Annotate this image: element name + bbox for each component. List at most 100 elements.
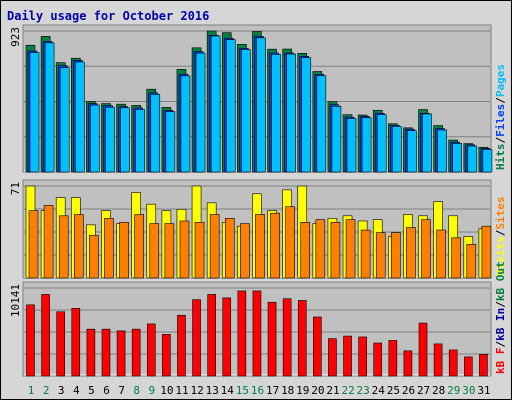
bar-sites xyxy=(360,229,371,279)
bar-pages xyxy=(422,113,432,173)
day-label: 16 xyxy=(251,384,264,397)
legend-visits-sites: Visits/Sites xyxy=(494,197,507,277)
bar-pages xyxy=(271,54,281,173)
bar-pages xyxy=(135,109,145,173)
bar-pages xyxy=(346,118,357,173)
day-label: 31 xyxy=(477,384,490,397)
bar-sites xyxy=(164,223,175,279)
day-label: 25 xyxy=(387,384,400,397)
bar-sites xyxy=(466,244,477,279)
bar-kb-f xyxy=(297,300,307,377)
bar-pages xyxy=(225,39,236,173)
bar-pages xyxy=(74,61,85,173)
bar-pages xyxy=(180,75,191,173)
legend-part: / xyxy=(494,137,507,144)
bar-pages xyxy=(467,145,478,173)
bar-sites xyxy=(28,210,39,279)
bar-kb-f xyxy=(418,322,428,377)
day-label: 28 xyxy=(432,384,445,397)
legend-part: kB Out xyxy=(494,261,507,301)
bar-pages xyxy=(361,117,372,173)
bar-pages xyxy=(105,106,115,173)
bar-pages xyxy=(150,94,161,173)
bar-pages xyxy=(44,42,55,173)
day-label: 29 xyxy=(447,384,460,397)
bar-kb-f xyxy=(373,342,383,377)
bar-sites xyxy=(481,225,492,279)
legend-part: / xyxy=(494,341,507,348)
day-label: 2 xyxy=(43,384,50,397)
bar-kb-f xyxy=(448,349,458,377)
day-label: 4 xyxy=(73,384,80,397)
day-label: 11 xyxy=(175,384,188,397)
day-label: 23 xyxy=(357,384,370,397)
bar-sites xyxy=(134,214,144,279)
bar-sites xyxy=(73,214,84,279)
bar-kb-f xyxy=(479,354,488,377)
bar-kb-f xyxy=(343,335,352,377)
day-label: 10 xyxy=(160,384,173,397)
bar-sites xyxy=(89,234,99,279)
bar-kb-f xyxy=(313,316,322,377)
bar-kb-f xyxy=(403,350,413,377)
bar-sites xyxy=(58,215,69,279)
bar-pages xyxy=(286,53,296,173)
y-max-label: 923 xyxy=(9,27,22,47)
day-label: 26 xyxy=(402,384,415,397)
legend-part: kB In xyxy=(494,308,507,341)
day-label: 24 xyxy=(372,384,386,397)
bar-sites xyxy=(391,232,401,279)
bar-sites xyxy=(330,221,341,279)
legend-part: / xyxy=(494,229,507,236)
legend-part: / xyxy=(494,301,507,308)
bar-kb-f xyxy=(282,298,292,377)
bar-kb-f xyxy=(433,343,443,377)
day-label: 30 xyxy=(462,384,475,397)
bar-kb-f xyxy=(41,294,50,377)
bar-pages xyxy=(407,130,417,173)
bar-pages xyxy=(482,149,493,173)
bar-sites xyxy=(421,219,431,279)
bar-kb-f xyxy=(192,299,201,377)
day-label: 8 xyxy=(133,384,140,397)
day-label: 14 xyxy=(221,384,235,397)
bar-kb-f xyxy=(56,311,65,377)
day-label: 15 xyxy=(236,384,249,397)
bar-sites xyxy=(104,218,114,279)
legend-part: Visits xyxy=(494,236,507,276)
bar-sites xyxy=(224,218,235,279)
bar-kb-f xyxy=(267,301,277,377)
bar-kb-f xyxy=(222,297,232,377)
bar-kb-f xyxy=(388,340,398,377)
bar-pages xyxy=(376,114,387,173)
day-label: 7 xyxy=(118,384,125,397)
bar-kb-f xyxy=(207,294,216,377)
bar-sites xyxy=(315,219,326,279)
bar-kb-f xyxy=(146,323,156,377)
bar-kb-f xyxy=(237,290,247,377)
legend-part: / xyxy=(494,97,507,104)
bar-kb-f xyxy=(328,338,337,377)
day-label: 27 xyxy=(417,384,430,397)
day-label: 22 xyxy=(341,384,354,397)
bar-sites xyxy=(179,220,190,279)
bar-sites xyxy=(285,206,295,279)
day-label: 5 xyxy=(88,384,95,397)
legend-part: Files xyxy=(494,104,507,137)
legend-part: kB F xyxy=(494,348,507,375)
legend-hits-files-pages: Hits/Files/Pages xyxy=(494,64,507,170)
bar-kb-f xyxy=(358,336,367,377)
legend-part: Hits xyxy=(494,144,507,171)
y-max-label: 71 xyxy=(9,182,22,195)
bar-sites xyxy=(406,227,416,279)
bar-kb-f xyxy=(26,304,35,377)
day-label: 6 xyxy=(103,384,110,397)
day-label: 3 xyxy=(58,384,65,397)
bar-sites xyxy=(436,229,446,279)
bar-sites xyxy=(209,214,220,279)
bar-pages xyxy=(452,143,463,173)
bar-sites xyxy=(451,237,462,279)
bar-kb-f xyxy=(71,308,81,377)
bar-sites xyxy=(255,214,265,279)
